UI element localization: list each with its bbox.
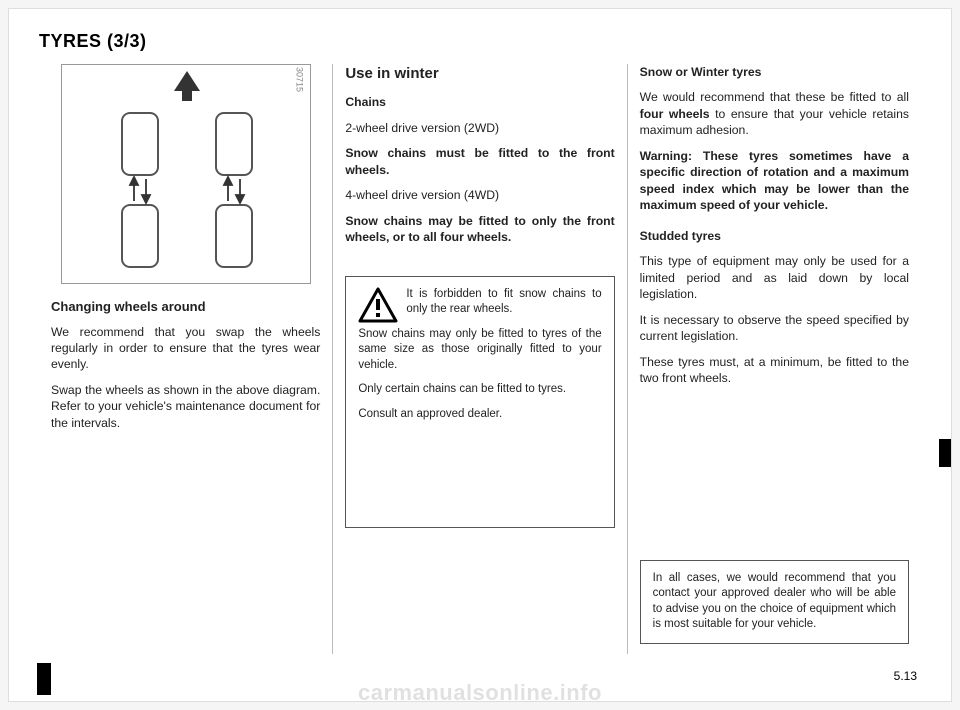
diagram-svg [62,65,312,285]
col3-p2: Warning: These tyres sometimes have a sp… [640,148,909,214]
page-title: TYRES (3/3) [39,31,921,52]
wheel-rear-right [216,205,252,267]
note-text: In all cases, we would recommend that yo… [653,571,896,633]
col3-p1a: We would recommend that these be fitted … [640,90,909,104]
col1-p2: Swap the wheels as shown in the above di… [51,382,320,431]
col1-p1: We recommend that you swap the wheels re… [51,324,320,373]
warning-triangle-icon [358,287,398,323]
title-sub: (3/3) [107,31,147,51]
title-main: TYRES [39,31,102,51]
col3-h2: Studded tyres [640,228,909,244]
wheel-front-left [122,113,158,175]
col3-p5: These tyres must, at a minimum, be fitte… [640,354,909,387]
callout-l4: Consult an approved dealer. [358,407,601,423]
col3-p1: We would recommend that these be fitted … [640,89,909,138]
wheel-swap-diagram: 30715 [61,64,311,284]
swap-arrows-left [130,177,150,203]
col2-sub1: Chains [345,94,614,110]
manual-page: TYRES (3/3) 30715 [8,8,952,702]
col2-p2: Snow chains must be fitted to the front … [345,145,614,178]
col2-p3: 4-wheel drive version (4WD) [345,187,614,203]
section-tab [939,439,951,467]
footer-tab [37,663,51,695]
column-2: Use in winter Chains 2-wheel drive versi… [332,64,626,654]
col3-p1b: four wheels [640,107,710,121]
col1-heading: Changing wheels around [51,298,320,316]
callout-l3: Only certain chains can be fitted to tyr… [358,382,601,398]
figure-code: 30715 [294,67,306,92]
forward-arrow-icon [174,71,200,101]
page-number: 5.13 [894,669,917,683]
col2-heading: Use in winter [345,64,614,84]
warning-callout: It is forbidden to fit snow chains to on… [345,276,614,529]
col3-p4: It is necessary to observe the speed spe… [640,312,909,345]
swap-arrows-right [224,177,244,203]
column-1: 30715 [39,64,332,654]
column-3: Snow or Winter tyres We would recommend … [627,64,921,654]
wheel-rear-left [122,205,158,267]
dealer-note-box: In all cases, we would recommend that yo… [640,560,909,644]
content-columns: 30715 [39,64,921,654]
col3-p3: This type of equipment may only be used … [640,253,909,302]
col2-p1: 2-wheel drive version (2WD) [345,120,614,136]
wheel-front-right [216,113,252,175]
col2-p4: Snow chains may be fitted to only the fr… [345,213,614,246]
callout-l2: Snow chains may only be fitted to tyres … [358,327,601,374]
col3-h1: Snow or Winter tyres [640,64,909,80]
